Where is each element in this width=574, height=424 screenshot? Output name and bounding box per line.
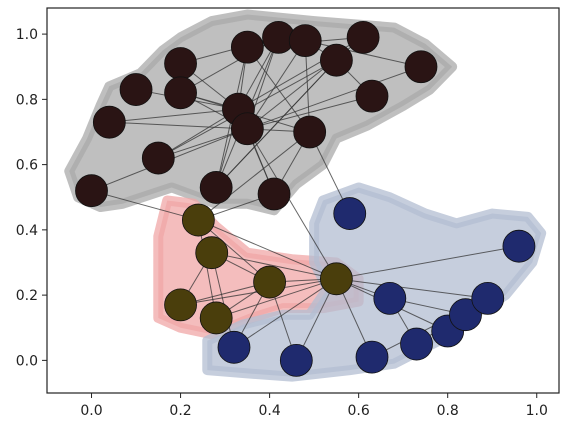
network-edge — [198, 131, 310, 221]
network-node-black — [230, 112, 264, 146]
network-node-black — [141, 141, 175, 175]
network-edge — [91, 190, 199, 221]
y-tick-label: 0.8 — [16, 92, 38, 108]
network-node-black — [92, 105, 126, 139]
y-tick-label: 0.6 — [16, 158, 38, 174]
network-edge — [216, 278, 337, 319]
network-node-black — [355, 79, 389, 113]
y-axis-ticks: 0.0 0.2 0.4 0.6 0.8 1.0 — [16, 27, 47, 369]
network-node-olive — [181, 203, 215, 237]
network-edge — [247, 95, 373, 130]
x-axis-ticks: 0.0 0.2 0.4 0.6 0.8 1.0 — [80, 393, 548, 419]
network-node-black — [319, 43, 353, 77]
network-node-blue — [400, 327, 433, 361]
plot-frame — [46, 7, 560, 394]
network-node-black — [164, 47, 197, 80]
network-node-black — [75, 174, 108, 208]
x-tick-label: 0.6 — [348, 403, 370, 419]
network-node-black — [288, 24, 322, 58]
network-edge — [109, 108, 239, 123]
x-tick-label: 0.8 — [437, 403, 459, 419]
network-node-olive — [164, 288, 197, 322]
network-node-black — [119, 73, 153, 106]
network-node-black — [230, 30, 264, 64]
network-node-black — [293, 115, 327, 149]
network-edge — [336, 245, 520, 280]
network-node-olive — [199, 301, 233, 335]
network-edge — [211, 252, 337, 280]
network-edge — [233, 278, 337, 348]
x-tick-label: 0.2 — [169, 403, 191, 419]
y-tick-label: 1.0 — [16, 27, 38, 43]
network-edge — [197, 219, 217, 319]
x-tick-label: 0.4 — [258, 403, 280, 419]
network-edge — [215, 59, 337, 188]
network-edge — [246, 128, 337, 280]
network-node-olive — [195, 236, 229, 270]
network-node-blue — [279, 343, 313, 377]
network-edge — [198, 219, 337, 280]
y-tick-label: 0.2 — [16, 288, 38, 304]
network-node-black — [346, 20, 380, 54]
network-node-olive — [319, 262, 353, 296]
network-node-olive — [253, 265, 287, 299]
network-node-blue — [502, 229, 536, 263]
network-edge — [247, 66, 422, 130]
y-tick-label: 0.0 — [16, 353, 38, 369]
network-node-blue — [355, 340, 389, 374]
x-tick-label: 0.0 — [80, 403, 102, 419]
network-nodes — [75, 20, 536, 377]
x-tick-label: 1.0 — [526, 403, 548, 419]
network-node-black — [257, 177, 291, 211]
network-node-black — [404, 50, 438, 84]
network-edge — [246, 40, 306, 129]
network-node-blue — [333, 197, 367, 230]
y-tick-label: 0.4 — [16, 223, 38, 239]
network-node-blue — [449, 298, 482, 332]
network-node-blue — [471, 281, 505, 315]
network-edge — [336, 278, 488, 299]
network-node-blue — [217, 330, 251, 364]
network-node-blue — [373, 281, 407, 315]
network-node-black — [199, 171, 233, 204]
network-node-black — [164, 76, 197, 110]
network-edge — [246, 46, 311, 133]
